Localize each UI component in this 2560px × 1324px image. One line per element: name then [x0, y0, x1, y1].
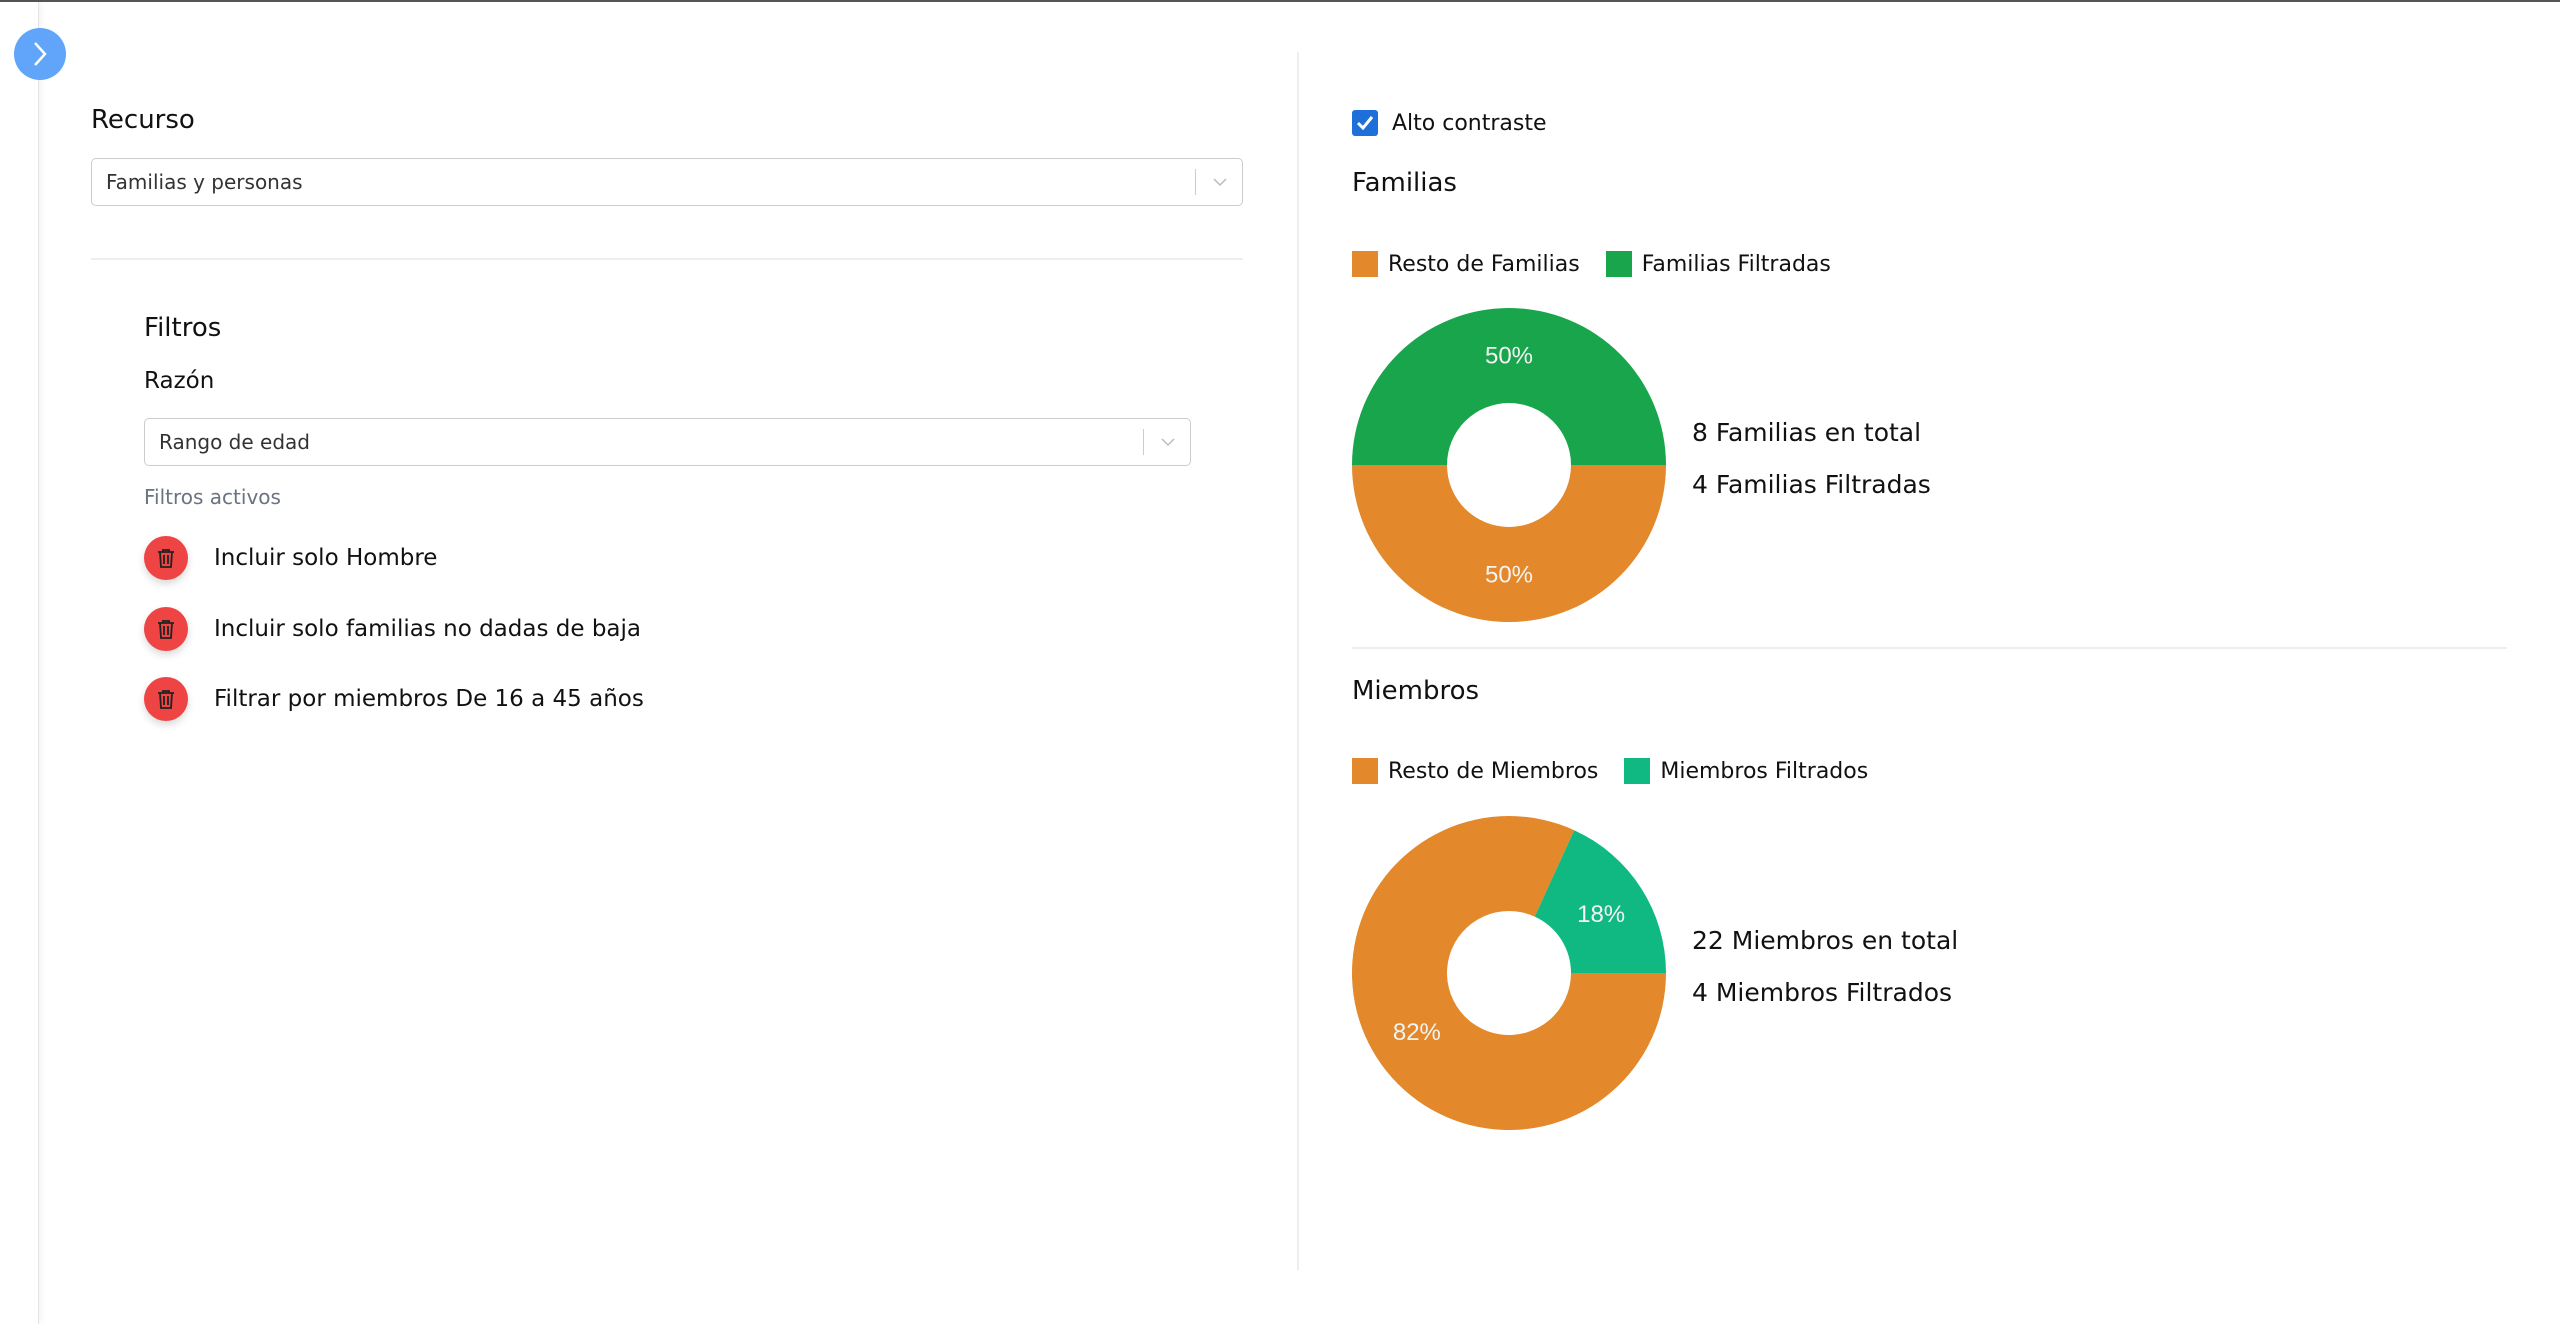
checkbox-checked-icon [1352, 110, 1378, 136]
select-separator [1143, 429, 1144, 455]
slice-label: 50% [1485, 343, 1533, 370]
donut-slice[interactable] [1352, 465, 1666, 622]
divider [1352, 647, 2507, 649]
reason-label: Razón [144, 368, 215, 394]
delete-filter-button[interactable] [144, 536, 188, 580]
high-contrast-label: Alto contraste [1392, 110, 1547, 136]
filters-title: Filtros [144, 313, 222, 343]
active-filter-item: Incluir solo Hombre [144, 536, 437, 580]
reason-select[interactable]: Rango de edad [144, 418, 1191, 466]
legend-swatch [1605, 251, 1632, 277]
active-filter-item: Incluir solo familias no dadas de baja [144, 607, 641, 651]
resource-select-value: Familias y personas [106, 170, 303, 194]
chevron-down-icon [1161, 438, 1175, 447]
chevron-right-icon [34, 42, 47, 66]
trash-icon [158, 549, 174, 568]
donut-chart: 50% 50% [1352, 308, 1666, 622]
trash-icon [158, 620, 174, 639]
active-filter-label: Incluir solo Hombre [214, 545, 438, 571]
chart-summary-text: 4 Miembros Filtrados [1692, 978, 1953, 1007]
resource-select[interactable]: Familias y personas [91, 158, 1243, 206]
column-divider [1297, 52, 1299, 1270]
chart-title: Familias [1352, 168, 1457, 198]
chart-summary-text: 4 Familias Filtradas [1692, 470, 1931, 499]
active-filter-label: Filtrar por miembros De 16 a 45 años [214, 686, 644, 712]
divider [91, 258, 1243, 260]
delete-filter-button[interactable] [144, 607, 188, 651]
slice-label: 82% [1393, 1019, 1441, 1046]
legend-label: Resto de Miembros [1388, 758, 1599, 784]
legend-label: Familias Filtradas [1641, 251, 1831, 277]
reason-select-value: Rango de edad [159, 430, 310, 454]
chart-title: Miembros [1352, 676, 1480, 706]
chart-legend: Resto de Familias Familias Filtradas [1352, 251, 1857, 277]
slice-label: 50% [1485, 562, 1533, 589]
legend-swatch [1624, 758, 1651, 784]
resource-label: Recurso [91, 105, 195, 135]
donut-slice[interactable] [1534, 830, 1666, 973]
legend-swatch [1352, 758, 1378, 784]
legend-label: Resto de Familias [1388, 251, 1580, 277]
chart-summary-text: 22 Miembros en total [1692, 926, 1959, 955]
delete-filter-button[interactable] [144, 677, 188, 721]
active-filter-label: Incluir solo familias no dadas de baja [214, 616, 641, 642]
slice-label: 18% [1577, 901, 1625, 928]
legend-item[interactable]: Familias Filtradas [1605, 251, 1831, 277]
legend-swatch [1352, 251, 1378, 277]
active-filter-item: Filtrar por miembros De 16 a 45 años [144, 677, 644, 721]
sidebar [0, 2, 39, 1324]
trash-icon [158, 690, 174, 709]
donut-slice[interactable] [1352, 308, 1666, 465]
chevron-down-icon [1213, 178, 1227, 187]
active-filters-label: Filtros activos [144, 485, 281, 509]
chart-legend: Resto de Miembros Miembros Filtrados [1352, 758, 1894, 784]
legend-item[interactable]: Miembros Filtrados [1624, 758, 1868, 784]
window-top-border [0, 0, 2560, 2]
legend-item[interactable]: Resto de Familias [1352, 251, 1580, 277]
legend-item[interactable]: Resto de Miembros [1352, 758, 1598, 784]
select-separator [1195, 169, 1196, 195]
chart-summary-text: 8 Familias en total [1692, 418, 1922, 447]
donut-slice[interactable] [1352, 816, 1666, 1130]
legend-label: Miembros Filtrados [1660, 758, 1869, 784]
high-contrast-checkbox[interactable]: Alto contraste [1352, 110, 1547, 136]
donut-chart: 82% 18% [1352, 816, 1666, 1130]
sidebar-toggle-button[interactable] [14, 28, 66, 80]
